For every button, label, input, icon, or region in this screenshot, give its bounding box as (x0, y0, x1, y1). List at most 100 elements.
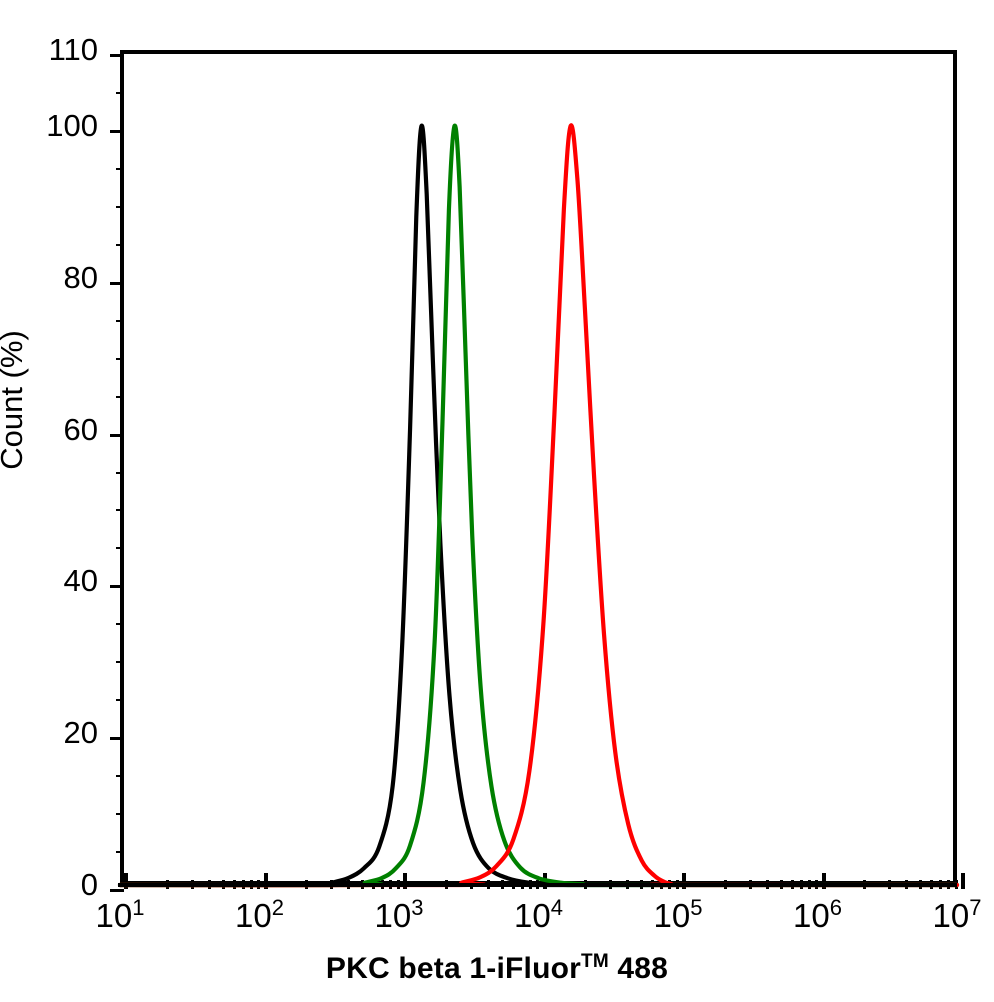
y-tick-minor (116, 319, 124, 322)
y-tick-minor (116, 471, 124, 474)
x-tick-exponent: 3 (411, 895, 424, 920)
x-tick-minor (241, 880, 245, 889)
x-tick-minor (528, 880, 532, 889)
y-tick-major (110, 54, 124, 57)
y-tick-minor (116, 623, 124, 626)
x-tick-exponent: 6 (829, 895, 842, 920)
x-tick-minor (165, 880, 169, 889)
y-tick-label: 20 (63, 715, 98, 751)
y-axis-title: Count (%) (0, 330, 29, 470)
x-tick-label: 104 (514, 897, 563, 934)
x-tick-minor (536, 880, 540, 889)
x-tick-mantissa: 10 (514, 897, 551, 934)
y-tick-minor (116, 851, 124, 854)
x-tick-minor (939, 880, 943, 889)
x-tick-exponent: 1 (132, 895, 145, 920)
x-tick-minor (668, 880, 672, 889)
y-tick-label: 0 (80, 867, 98, 902)
x-tick-minor (651, 880, 655, 889)
y-tick-minor (116, 661, 124, 664)
x-tick-minor (765, 880, 769, 889)
y-tick-minor (116, 243, 124, 246)
y-tick-major (110, 129, 124, 133)
x-tick-minor (361, 880, 364, 889)
x-tick-major (403, 873, 407, 889)
x-tick-minor (675, 880, 679, 889)
x-tick-minor (330, 880, 334, 889)
y-tick-minor (116, 509, 124, 512)
x-tick-label: 107 (933, 897, 982, 933)
x-tick-minor (723, 880, 727, 889)
y-tick-label: 100 (46, 107, 98, 143)
x-tick-exponent: 7 (969, 895, 982, 920)
y-tick-major (110, 585, 124, 589)
x-tick-minor (905, 880, 909, 889)
y-tick-label: 80 (63, 259, 98, 295)
x-tick-mantissa: 10 (235, 897, 272, 934)
x-tick-minor (609, 880, 613, 889)
y-tick-major (110, 433, 124, 437)
x-tick-minor (919, 880, 922, 889)
y-tick-major (110, 281, 124, 285)
x-tick-minor (257, 880, 261, 889)
x-tick-minor (389, 880, 393, 889)
x-tick-minor (249, 880, 253, 889)
plot-area (110, 50, 965, 892)
y-tick-minor (116, 167, 124, 170)
x-tick-minor (221, 880, 225, 889)
trademark-symbol: TM (581, 951, 609, 972)
x-tick-minor (469, 880, 473, 889)
y-tick-minor (116, 205, 124, 208)
x-tick-minor (790, 880, 794, 889)
y-tick-label: 60 (63, 411, 98, 447)
x-tick-mantissa: 10 (95, 897, 133, 934)
x-tick-minor (748, 880, 752, 889)
x-tick-minor (954, 880, 958, 889)
x-tick-major (542, 873, 547, 889)
y-tick-label: 110 (48, 32, 98, 67)
x-tick-minor (799, 880, 803, 889)
x-tick-minor (815, 880, 819, 889)
x-tick-minor (584, 880, 588, 889)
x-tick-minor (207, 880, 211, 889)
x-tick-minor (660, 880, 664, 889)
x-tick-major (682, 873, 686, 889)
y-tick-minor (116, 699, 124, 702)
y-tick-minor (116, 813, 124, 816)
y-tick-minor (116, 357, 124, 360)
x-tick-minor (779, 880, 783, 889)
y-tick-minor (116, 395, 124, 398)
x-tick-mantissa: 10 (374, 897, 412, 934)
y-tick-minor (116, 547, 124, 550)
x-tick-minor (511, 880, 515, 889)
x-tick-minor (190, 880, 194, 889)
x-axis-title-text: PKC beta 1-iFluor (325, 952, 582, 985)
x-tick-minor (500, 880, 504, 889)
x-tick-minor (381, 880, 385, 889)
x-tick-minor (947, 880, 951, 889)
x-tick-label: 103 (374, 897, 424, 934)
y-tick-minor (116, 775, 124, 778)
x-tick-minor (888, 880, 892, 889)
x-tick-minor (640, 880, 643, 889)
x-tick-major (961, 873, 965, 889)
x-tick-exponent: 4 (550, 895, 563, 920)
x-tick-major (124, 873, 128, 889)
x-tick-label: 106 (793, 897, 842, 933)
x-tick-major (821, 873, 826, 889)
x-tick-label: 105 (654, 897, 703, 933)
x-tick-major (263, 873, 268, 889)
x-tick-exponent: 2 (271, 895, 284, 920)
x-tick-minor (444, 880, 448, 889)
x-tick-minor (372, 880, 376, 889)
x-tick-minor (626, 880, 630, 889)
y-tick-label: 40 (63, 563, 98, 599)
x-tick-minor (863, 880, 867, 889)
x-tick-minor (396, 880, 400, 889)
x-tick-minor (930, 880, 934, 889)
y-tick-minor (116, 91, 124, 94)
x-axis-title-tail: 488 (608, 952, 669, 985)
x-tick-minor (807, 880, 811, 889)
x-tick-label: 101 (95, 897, 145, 934)
